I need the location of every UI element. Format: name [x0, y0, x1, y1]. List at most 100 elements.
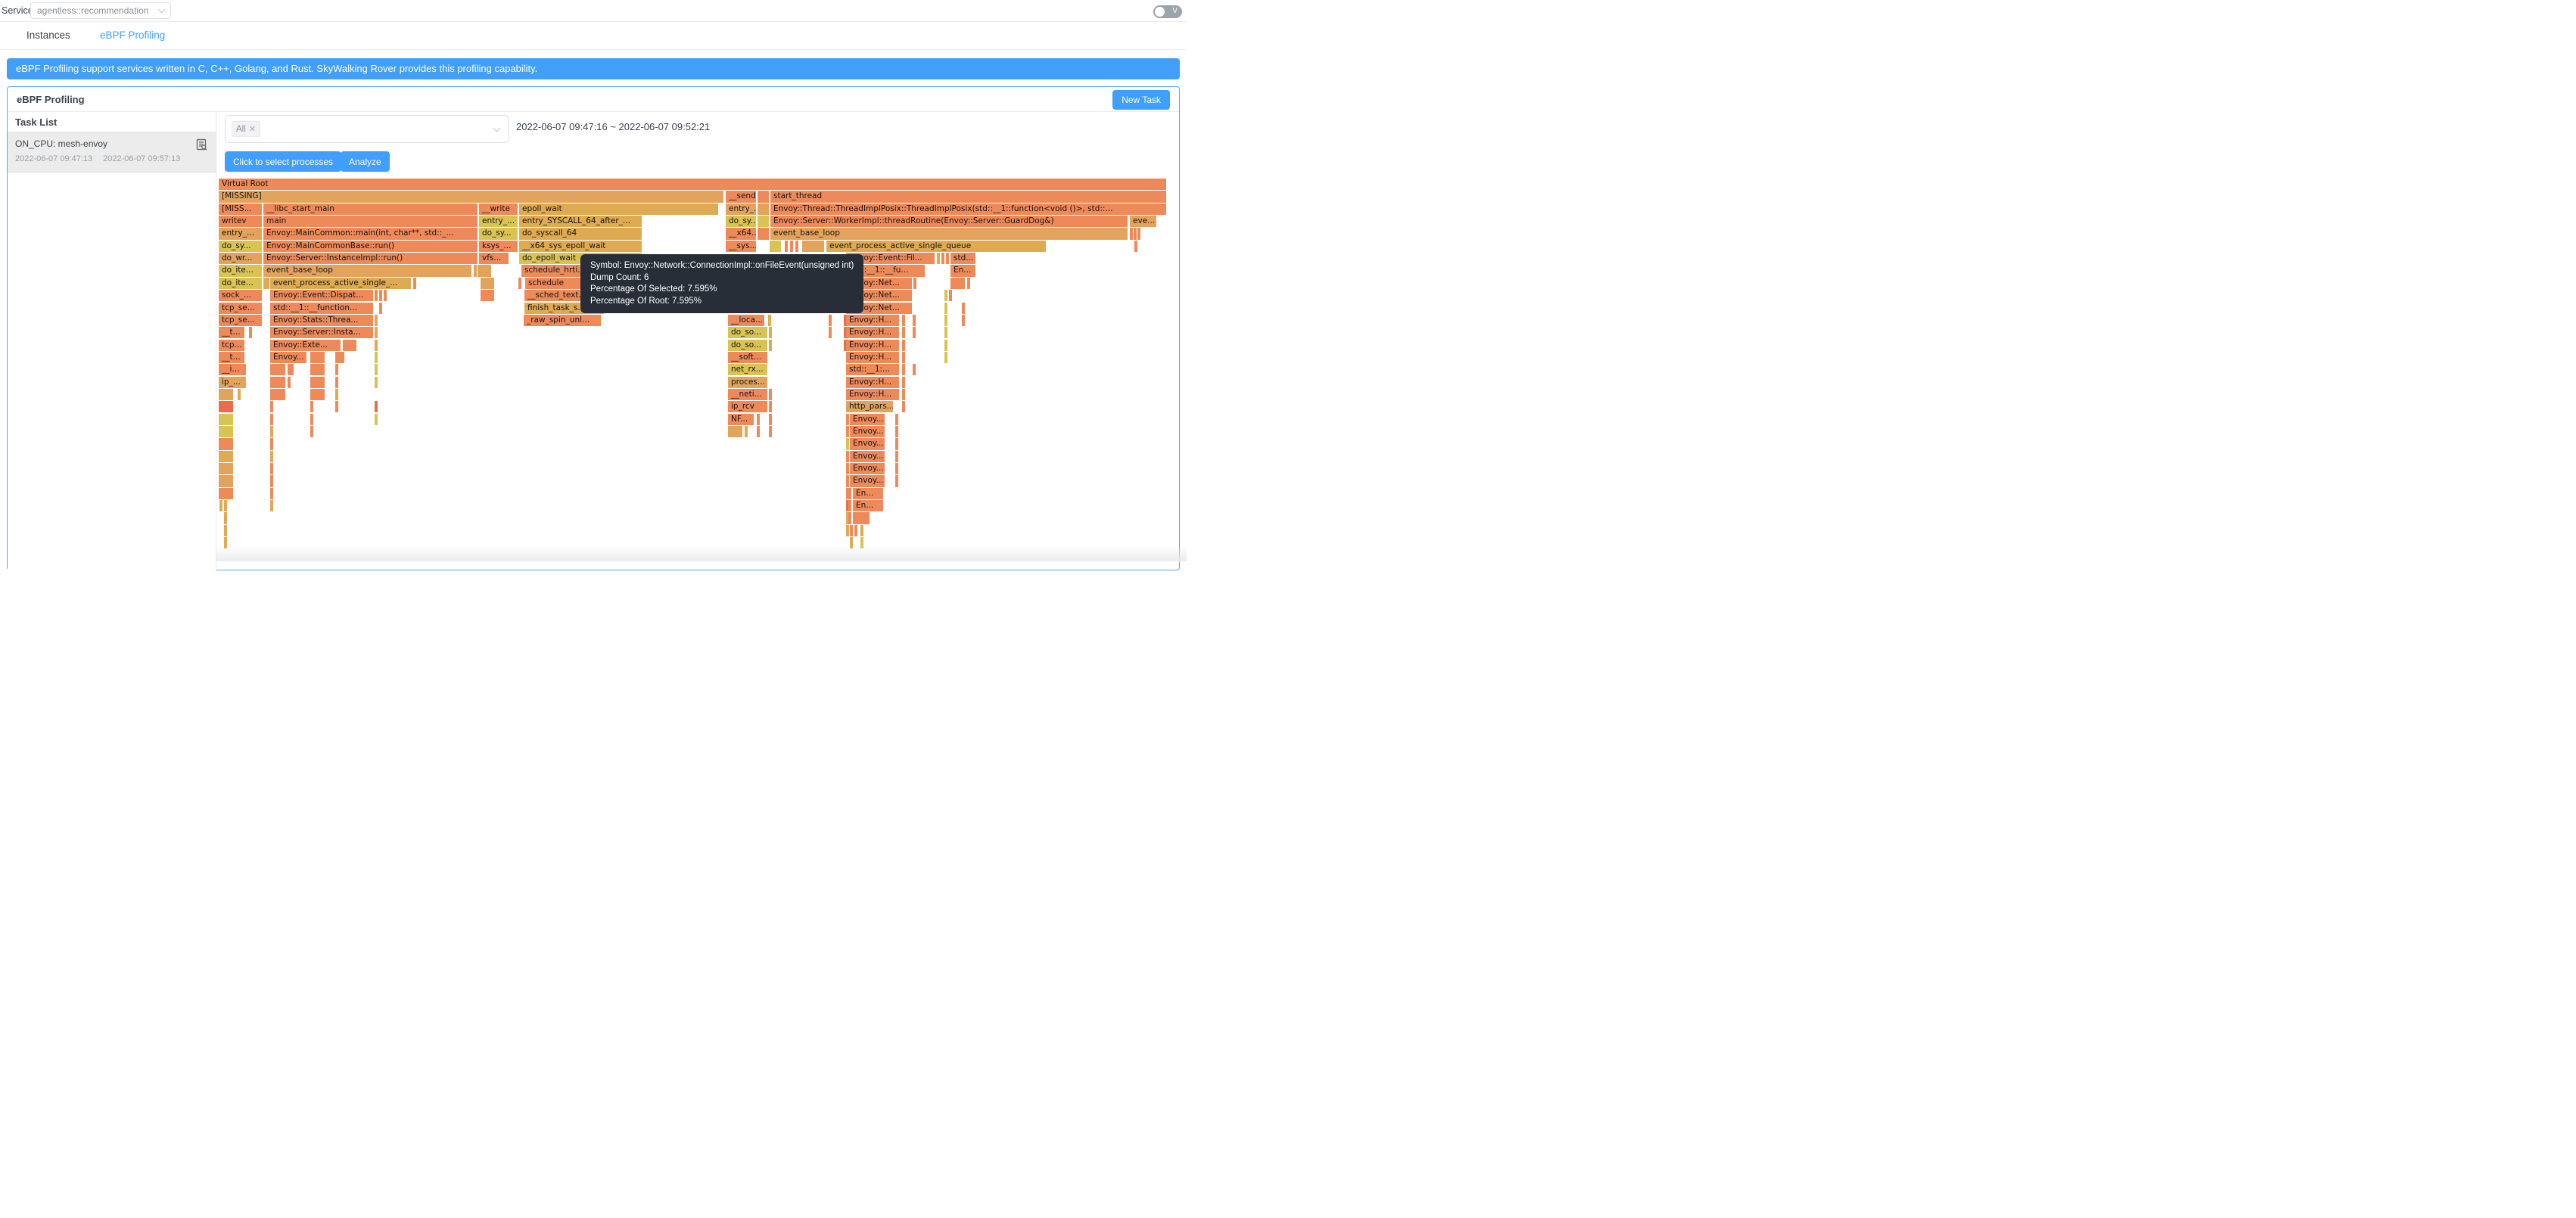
flame-sliver[interactable]	[219, 475, 233, 487]
flame-cell[interactable]: do_epoll_wait	[519, 253, 642, 265]
flame-sliver[interactable]	[895, 450, 898, 462]
flame-sliver[interactable]	[846, 450, 849, 462]
flame-cell[interactable]: Envoy...	[270, 351, 306, 364]
flame-sliver[interactable]	[944, 339, 947, 351]
flame-sliver[interactable]	[335, 376, 338, 388]
flame-cell[interactable]: Envoy::Thread::ThreadImplPosix::ThreadIm…	[770, 203, 1166, 215]
flame-cell[interactable]: do_ite...	[219, 277, 262, 289]
flame-cell[interactable]: En...	[950, 265, 975, 277]
flame-sliver[interactable]	[757, 413, 760, 425]
flame-cell[interactable]: Envoy::H...	[846, 314, 899, 327]
flame-cell[interactable]: std...	[950, 253, 975, 265]
tab-ebpf-profiling[interactable]: eBPF Profiling	[100, 30, 166, 41]
flame-cell[interactable]: [MISS...	[219, 203, 262, 215]
flame-cell[interactable]: Envoy::Event::Dispat...	[270, 290, 373, 302]
flame-sliver[interactable]	[481, 277, 494, 289]
flame-sliver[interactable]	[481, 290, 494, 302]
flame-sliver[interactable]	[846, 413, 849, 425]
flame-sliver[interactable]	[1134, 228, 1137, 240]
flame-sliver[interactable]	[770, 240, 781, 252]
flame-sliver[interactable]	[219, 388, 233, 401]
flame-sliver[interactable]	[375, 290, 378, 302]
flame-graph[interactable]: Symbol: Envoy::Network::ConnectionImpl::…	[219, 179, 1169, 551]
flame-sliver[interactable]	[270, 401, 273, 413]
flame-sliver[interactable]	[384, 290, 387, 302]
flame-sliver[interactable]	[795, 240, 798, 252]
flame-cell[interactable]: Envoy::Server::WorkerImpl::threadRoutine…	[770, 216, 1128, 228]
flame-sliver[interactable]	[219, 426, 233, 438]
process-filter-tag[interactable]: All ✕	[232, 121, 260, 137]
flame-cell[interactable]: Envoy::MainCommon::main(int, char**, std…	[263, 228, 478, 240]
flame-cell[interactable]: __i...	[219, 364, 246, 376]
flame-cell[interactable]: do_ite...	[219, 265, 262, 277]
task-list-item[interactable]: ON_CPU: mesh-envoy 2022-06-07 09:47:13 2…	[8, 132, 216, 172]
flame-sliver[interactable]	[270, 364, 285, 376]
flame-sliver[interactable]	[375, 339, 378, 351]
flame-sliver[interactable]	[474, 265, 477, 277]
flame-sliver[interactable]	[291, 364, 294, 376]
flame-sliver[interactable]	[902, 351, 905, 364]
flame-cell[interactable]: event_base_loop	[770, 228, 1128, 240]
flame-cell[interactable]: Envoy::MainCommonBase::run()	[263, 240, 478, 252]
flame-sliver[interactable]	[413, 277, 416, 289]
flame-sliver[interactable]	[895, 475, 898, 487]
flame-sliver[interactable]	[270, 413, 273, 425]
flame-sliver[interactable]	[270, 475, 273, 487]
flame-cell[interactable]: __neti...	[728, 388, 767, 401]
flame-sliver[interactable]	[310, 364, 325, 376]
flame-cell[interactable]: Virtual Root	[219, 179, 1166, 191]
flame-sliver[interactable]	[263, 277, 266, 289]
flame-sliver[interactable]	[249, 327, 252, 339]
flame-sliver[interactable]	[944, 314, 947, 327]
flame-cell[interactable]: http_pars...	[846, 401, 893, 413]
flame-cell[interactable]: do_so...	[728, 327, 767, 339]
flame-sliver[interactable]	[860, 537, 863, 549]
flame-sliver[interactable]	[962, 302, 965, 314]
flame-cell[interactable]: Envoy::Server::InstanceImpl::run()	[263, 253, 478, 265]
flame-cell[interactable]: Envoy::Net...	[846, 302, 912, 314]
flame-cell[interactable]: std::__1::__function...	[270, 302, 373, 314]
flame-cell[interactable]: ksys_...	[479, 240, 518, 252]
flame-sliver[interactable]	[902, 314, 905, 327]
flame-sliver[interactable]	[375, 401, 378, 413]
flame-sliver[interactable]	[224, 512, 227, 524]
flame-sliver[interactable]	[219, 500, 222, 512]
flame-cell[interactable]: tcp_se...	[219, 302, 262, 314]
flame-sliver[interactable]	[379, 290, 382, 302]
flame-sliver[interactable]	[846, 475, 849, 487]
flame-cell[interactable]: ip_rcv	[728, 401, 767, 413]
flame-cell[interactable]: sock_...	[219, 290, 262, 302]
flame-cell[interactable]: tcp_se...	[219, 314, 262, 327]
flame-cell[interactable]: do_sy...	[726, 216, 756, 228]
flame-sliver[interactable]	[769, 327, 772, 339]
flame-sliver[interactable]	[224, 500, 227, 512]
flame-cell[interactable]: Envoy...	[850, 426, 885, 438]
flame-cell[interactable]: __sched_text...	[524, 290, 604, 302]
flame-cell[interactable]: schedule	[525, 277, 627, 289]
flame-cell[interactable]: event_base_loop	[263, 265, 471, 277]
flame-cell[interactable]: finish_task_s...	[524, 302, 604, 314]
flame-sliver[interactable]	[310, 351, 325, 364]
flame-cell[interactable]: entry_...	[726, 203, 756, 215]
flame-sliver[interactable]	[224, 524, 227, 536]
flame-sliver[interactable]	[238, 388, 241, 401]
flame-cell[interactable]: __x64...	[726, 228, 756, 240]
flame-cell[interactable]: vfs...	[479, 253, 509, 265]
flame-sliver[interactable]	[310, 376, 325, 388]
flame-cell[interactable]: event_process_active_single_queue	[826, 240, 1046, 252]
flame-sliver[interactable]	[790, 240, 793, 252]
flame-sliver[interactable]	[913, 314, 916, 327]
flame-sliver[interactable]	[1134, 240, 1137, 252]
flame-sliver[interactable]	[335, 351, 338, 364]
flame-cell[interactable]: main	[263, 216, 478, 228]
flame-sliver[interactable]	[219, 450, 233, 462]
flame-cell[interactable]: std::__1:...	[846, 364, 899, 376]
flame-sliver[interactable]	[854, 524, 857, 536]
flame-sliver[interactable]	[335, 388, 338, 401]
flame-sliver[interactable]	[950, 277, 965, 289]
flame-cell[interactable]: do_sy...	[479, 228, 518, 240]
flame-sliver[interactable]	[758, 228, 769, 240]
flame-sliver[interactable]	[902, 388, 905, 401]
flame-sliver[interactable]	[937, 253, 940, 265]
flame-cell[interactable]: __t...	[219, 351, 244, 364]
